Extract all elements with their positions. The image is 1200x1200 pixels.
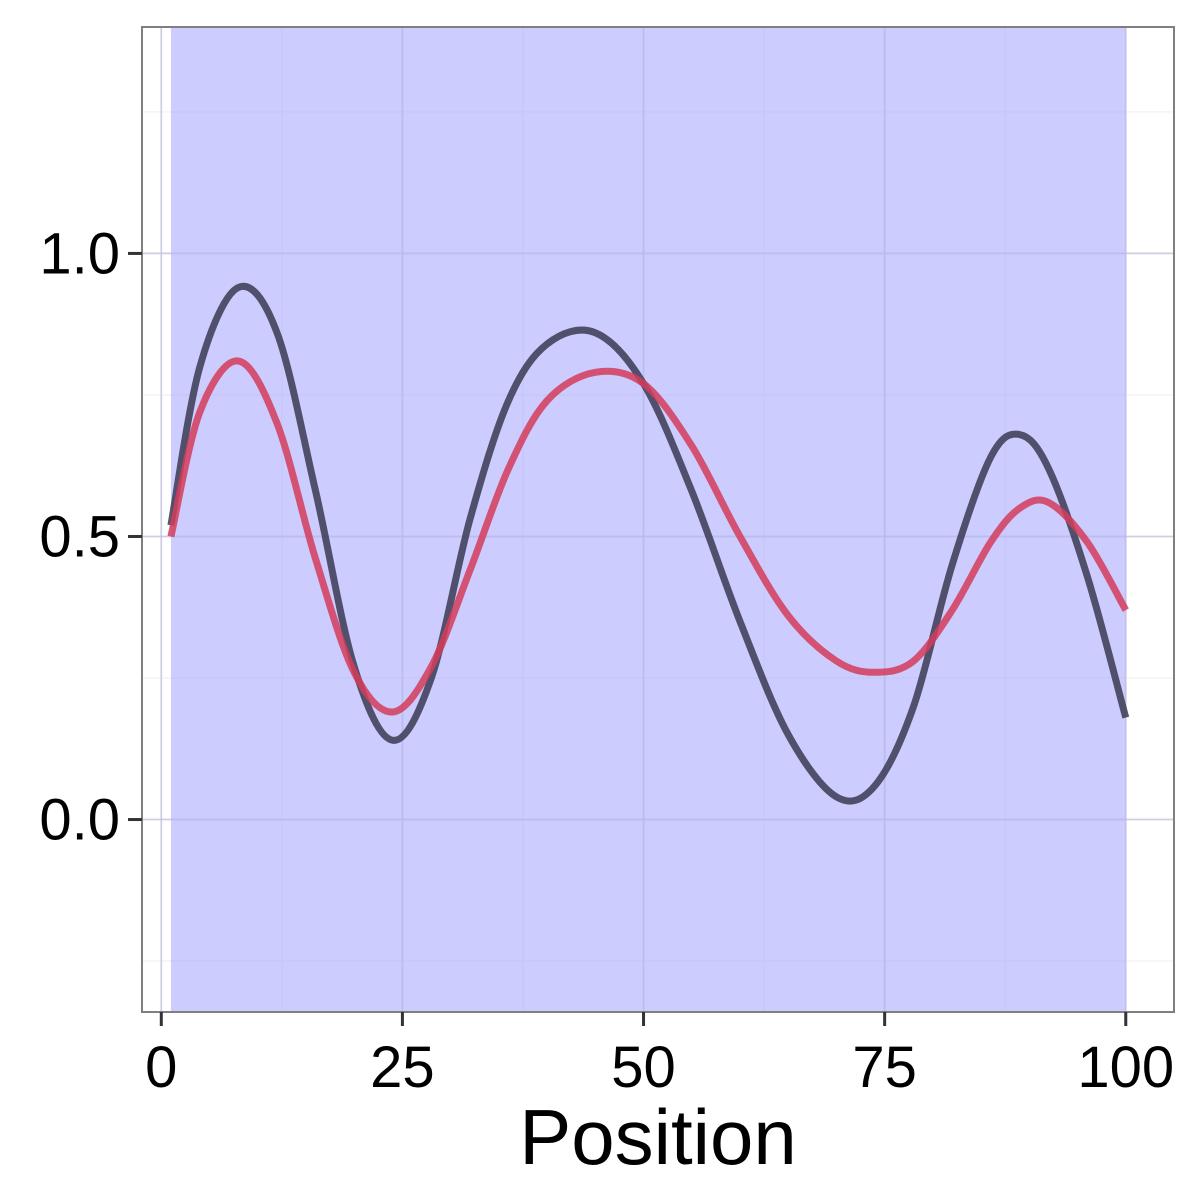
x-tick-label: 50 [611,1035,676,1100]
x-tick-label: 25 [370,1035,435,1100]
x-tick-label: 100 [1077,1035,1174,1100]
y-tick-label: 0.5 [39,504,120,569]
y-tick-label: 1.0 [39,221,120,286]
x-tick-label: 0 [145,1035,177,1100]
shaded-region [170,27,1126,1012]
x-tick-label: 75 [852,1035,917,1100]
series-line-1 [167,282,1130,805]
series-layer [167,282,1130,805]
x-axis-title: Position [519,1093,797,1181]
x-axis: 0 25 50 75 100 [145,1012,1174,1100]
y-tick-label: 0.0 [39,788,120,853]
plot-border [141,26,1175,1013]
series-line-2 [167,357,1129,716]
shaded-region-layer [170,27,1126,1012]
y-axis: 0.0 0.5 1.0 [39,221,142,853]
grid-overlay [142,27,1174,1012]
